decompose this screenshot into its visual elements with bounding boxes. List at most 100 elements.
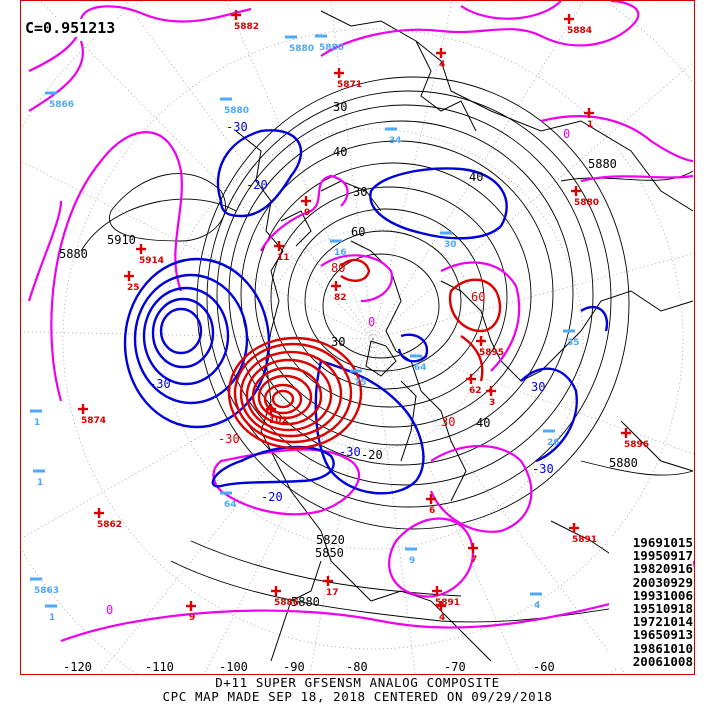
marker-value: 1 xyxy=(49,613,55,623)
marker-value: 5880 xyxy=(574,198,599,208)
positive-anomaly-marker: 3 xyxy=(486,386,496,408)
footer-subtitle: CPC MAP MADE SEP 18, 2018 CENTERED ON 09… xyxy=(162,689,553,704)
positive-anomaly-marker: 5895 xyxy=(476,336,504,358)
positive-anomaly-marker: 6 xyxy=(426,494,436,516)
marker-value: 5862 xyxy=(97,520,122,530)
marker-value: 5863 xyxy=(34,586,59,596)
marker-value: 5896 xyxy=(624,440,649,450)
contour-label: -30 xyxy=(226,120,248,134)
lon-label: -100 xyxy=(219,660,248,674)
contour-label: 60 xyxy=(351,225,365,239)
negative-anomaly-marker: 35 xyxy=(563,329,580,348)
analog-date: 19650913 xyxy=(609,628,693,642)
marker-value: 5884 xyxy=(567,26,592,36)
positive-anomaly-marker: 5880 xyxy=(571,186,599,208)
analog-date: 20061008 xyxy=(609,655,693,669)
analog-date: 19721014 xyxy=(609,615,693,629)
positive-anomaly-marker: 5862 xyxy=(94,508,122,530)
negative-anomaly-marker: 5880 xyxy=(315,34,344,53)
analog-date: 19931006 xyxy=(609,589,693,603)
marker-value: 5880 xyxy=(289,44,314,54)
marker-value: 5891 xyxy=(572,535,597,545)
marker-value: 4 xyxy=(534,601,540,611)
negative-anomaly-marker: 5880 xyxy=(220,97,249,116)
negative-anomaly-marker: 9 xyxy=(405,547,417,566)
positive-anomaly-marker: 17 xyxy=(323,576,339,598)
marker-value: 1 xyxy=(587,120,593,130)
contour-label: 30 xyxy=(531,380,545,394)
positive-anomaly-marker: 5891 xyxy=(569,523,597,545)
marker-value: 5895 xyxy=(479,348,504,358)
marker-value: 9 xyxy=(409,556,415,566)
marker-value: 5880 xyxy=(319,43,344,53)
lon-label: -90 xyxy=(283,660,305,674)
negative-anomaly-marker: 64 xyxy=(410,354,427,373)
zero-anomaly-contours xyxy=(27,1,694,643)
analog-date: 19691015 xyxy=(609,536,693,550)
analog-date: 19861010 xyxy=(609,641,693,655)
contour-label: 30 xyxy=(333,100,347,114)
marker-value: 7 xyxy=(471,555,477,565)
marker-value: 16 xyxy=(334,248,347,258)
positive-anomaly-marker: 9 xyxy=(186,601,196,623)
contour-label: 5910 xyxy=(107,233,136,247)
contour-label: -20 xyxy=(261,490,283,504)
positive-anomaly-marker: 5884 xyxy=(564,14,592,36)
positive-anomaly-marker: 5874 xyxy=(78,404,106,426)
contour-label: 60 xyxy=(471,290,485,304)
marker-value: 64 xyxy=(414,363,427,373)
marker-value: 25 xyxy=(127,283,140,293)
negative-anomaly-marker: 26 xyxy=(543,429,560,448)
marker-value: 1 xyxy=(37,478,43,488)
map-frame: -120 -110 -100 -90 -80 -70 -60 30 40 588… xyxy=(20,0,695,675)
marker-value: 35 xyxy=(567,338,580,348)
contour-label: 40 xyxy=(333,145,347,159)
negative-anomaly-marker: 1 xyxy=(33,469,45,488)
contour-label: -30 xyxy=(532,462,554,476)
contour-label: 30 xyxy=(331,335,345,349)
contour-label: 5880 xyxy=(291,595,320,609)
height-contours xyxy=(80,76,694,623)
marker-value: 5866 xyxy=(49,100,74,110)
contour-label: 0 xyxy=(106,603,113,617)
map-canvas: -120 -110 -100 -90 -80 -70 -60 30 40 588… xyxy=(21,1,694,674)
positive-anomaly-marker: 62 xyxy=(466,374,482,396)
marker-value: 75 xyxy=(354,378,367,388)
lon-label: -120 xyxy=(63,660,92,674)
negative-anomaly-marker: 75 xyxy=(350,369,367,388)
analog-date: 19510918 xyxy=(609,602,693,616)
analog-date: 19820916 xyxy=(609,562,693,576)
contour-label: 5850 xyxy=(315,546,344,560)
positive-anomaly-marker: 5891 xyxy=(432,586,460,608)
contour-label: 40 xyxy=(469,170,483,184)
contour-label: 5880 xyxy=(609,456,638,470)
analog-date: 19950917 xyxy=(609,549,693,563)
contour-label: 40 xyxy=(476,416,490,430)
positive-anomaly-marker: 5914 xyxy=(136,244,164,266)
marker-value: 4 xyxy=(439,613,445,623)
marker-value: 5882 xyxy=(234,22,259,32)
negative-anomaly-marker: 34 xyxy=(385,127,402,146)
marker-value: 102 xyxy=(269,416,288,426)
negative-anomaly-marker: 4 xyxy=(530,592,542,611)
longitude-labels: -120 -110 -100 -90 -80 -70 -60 xyxy=(63,660,555,674)
negative-anomaly-marker: 64 xyxy=(220,491,237,510)
positive-anomaly-contours xyxy=(227,258,502,450)
negative-anomaly-marker: 16 xyxy=(330,239,347,258)
marker-value: 30 xyxy=(444,240,457,250)
contour-labels: 30 40 5880 5910 30 80 60 40 30 -30 -20 0… xyxy=(59,100,638,617)
marker-value: 62 xyxy=(469,386,482,396)
contour-label: 80 xyxy=(331,261,345,275)
marker-value: 26 xyxy=(547,438,560,448)
lon-label: -110 xyxy=(145,660,174,674)
marker-value: 82 xyxy=(334,293,347,303)
contour-label: 30 xyxy=(353,185,367,199)
contour-label: 5880 xyxy=(59,247,88,261)
contour-label: -30 xyxy=(218,432,240,446)
marker-value: 1 xyxy=(34,418,40,428)
positive-anomaly-marker: 25 xyxy=(124,271,140,293)
positive-anomaly-marker: 4 xyxy=(436,601,446,623)
marker-value: 4 xyxy=(439,60,445,70)
contour-label: -20 xyxy=(361,448,383,462)
analog-date: 20030929 xyxy=(609,575,693,589)
